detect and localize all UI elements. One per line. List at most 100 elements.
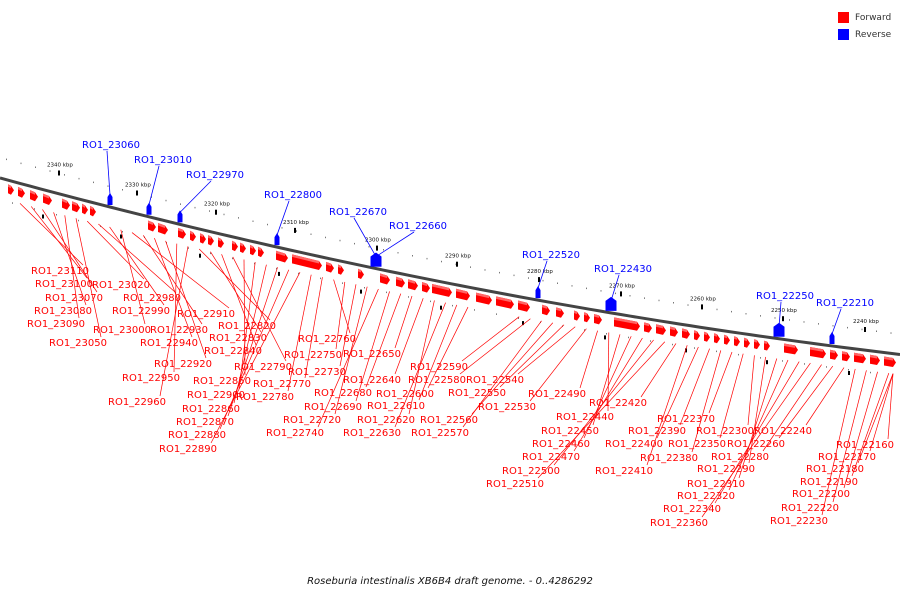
forward-gene-label[interactable]: RO1_22880 xyxy=(168,430,226,441)
forward-gene-label[interactable]: RO1_22630 xyxy=(343,428,401,439)
forward-gene-label[interactable]: RO1_22770 xyxy=(253,379,311,390)
reverse-gene-label[interactable]: RO1_22520 xyxy=(522,250,580,261)
forward-gene-label[interactable]: RO1_22570 xyxy=(411,428,469,439)
forward-gene-label[interactable]: RO1_22220 xyxy=(781,503,839,514)
forward-gene-label[interactable]: RO1_22350 xyxy=(668,439,726,450)
forward-gene-label[interactable]: RO1_23090 xyxy=(27,319,85,330)
forward-gene-label[interactable]: RO1_22900 xyxy=(187,390,245,401)
forward-gene-label[interactable]: RO1_22490 xyxy=(528,389,586,400)
reverse-gene-label[interactable]: RO1_22430 xyxy=(594,264,652,275)
forward-gene-label[interactable]: RO1_22560 xyxy=(420,415,478,426)
forward-gene-label[interactable]: RO1_23070 xyxy=(45,293,103,304)
forward-gene-label[interactable]: RO1_22180 xyxy=(806,464,864,475)
forward-gene-label[interactable]: RO1_23100 xyxy=(35,279,93,290)
forward-gene-label[interactable]: RO1_22410 xyxy=(595,466,653,477)
forward-gene-label[interactable]: RO1_22580 xyxy=(408,375,466,386)
forward-gene-label[interactable]: RO1_22840 xyxy=(204,346,262,357)
forward-gene-label[interactable]: RO1_22230 xyxy=(770,516,828,527)
forward-gene-label[interactable]: RO1_22910 xyxy=(177,309,235,320)
forward-gene-label[interactable]: RO1_22280 xyxy=(711,452,769,463)
forward-gene-label[interactable]: RO1_22730 xyxy=(288,367,346,378)
forward-gene-label[interactable]: RO1_22950 xyxy=(122,373,180,384)
forward-gene-label[interactable]: RO1_22590 xyxy=(410,362,468,373)
forward-gene-label[interactable]: RO1_22510 xyxy=(486,479,544,490)
reverse-gene-arrow[interactable] xyxy=(535,286,541,299)
forward-gene-label[interactable]: RO1_22610 xyxy=(367,401,425,412)
forward-gene-label[interactable]: RO1_22470 xyxy=(522,452,580,463)
forward-gene-label[interactable]: RO1_22380 xyxy=(640,453,698,464)
reverse-gene-label[interactable]: RO1_22800 xyxy=(264,190,322,201)
forward-gene-label[interactable]: RO1_22720 xyxy=(283,415,341,426)
forward-gene-label[interactable]: RO1_22960 xyxy=(108,397,166,408)
reverse-gene-label[interactable]: RO1_22210 xyxy=(816,298,874,309)
forward-gene-label[interactable]: RO1_22860 xyxy=(182,404,240,415)
forward-gene-label[interactable]: RO1_22750 xyxy=(284,350,342,361)
gene-labels[interactable]: RO1_23060 RO1_23010 RO1_22970 RO1_22800 RO1_… xyxy=(27,140,894,529)
forward-gene-label[interactable]: RO1_22200 xyxy=(792,489,850,500)
forward-gene-label[interactable]: RO1_22680 xyxy=(314,388,372,399)
forward-gene-label[interactable]: RO1_22790 xyxy=(234,362,292,373)
inner-tick xyxy=(199,253,201,258)
forward-gene-label[interactable]: RO1_22310 xyxy=(687,479,745,490)
forward-gene-label[interactable]: RO1_22320 xyxy=(677,491,735,502)
forward-gene-label[interactable]: RO1_22830 xyxy=(209,333,267,344)
forward-gene-label[interactable]: RO1_23000 xyxy=(93,325,151,336)
forward-gene-label[interactable]: RO1_22990 xyxy=(112,306,170,317)
reverse-gene-label[interactable]: RO1_22670 xyxy=(329,207,387,218)
forward-gene-label[interactable]: RO1_22360 xyxy=(650,518,708,529)
forward-gene-label[interactable]: RO1_22390 xyxy=(628,426,686,437)
forward-gene-label[interactable]: RO1_22650 xyxy=(343,349,401,360)
forward-gene-label[interactable]: RO1_22640 xyxy=(343,375,401,386)
forward-gene-label[interactable]: RO1_22550 xyxy=(448,388,506,399)
forward-gene-label[interactable]: RO1_22190 xyxy=(800,477,858,488)
gene-arrows[interactable] xyxy=(8,184,896,367)
reverse-gene-label[interactable]: RO1_22250 xyxy=(756,291,814,302)
reverse-gene-arrow[interactable] xyxy=(605,296,617,311)
forward-gene-label[interactable]: RO1_22500 xyxy=(502,466,560,477)
forward-gene-label[interactable]: RO1_22540 xyxy=(466,375,524,386)
forward-gene-label[interactable]: RO1_22620 xyxy=(357,415,415,426)
forward-gene-label[interactable]: RO1_23110 xyxy=(31,266,89,277)
reverse-gene-arrow[interactable] xyxy=(829,332,835,344)
forward-gene-label[interactable]: RO1_22420 xyxy=(589,398,647,409)
forward-gene-label[interactable]: RO1_23050 xyxy=(49,338,107,349)
reverse-gene-arrow[interactable] xyxy=(773,322,785,337)
reverse-gene-label[interactable]: RO1_23060 xyxy=(82,140,140,151)
forward-gene-label[interactable]: RO1_22170 xyxy=(818,452,876,463)
forward-gene-label[interactable]: RO1_22450 xyxy=(541,426,599,437)
forward-gene-label[interactable]: RO1_22780 xyxy=(236,392,294,403)
forward-gene-label[interactable]: RO1_22240 xyxy=(754,426,812,437)
forward-gene-label[interactable]: RO1_22760 xyxy=(298,334,356,345)
forward-gene-label[interactable]: RO1_22340 xyxy=(663,504,721,515)
forward-gene-label[interactable]: RO1_22850 xyxy=(193,376,251,387)
forward-gene-label[interactable]: RO1_22300 xyxy=(696,426,754,437)
forward-gene-label[interactable]: RO1_22370 xyxy=(657,414,715,425)
forward-gene-label[interactable]: RO1_22980 xyxy=(123,293,181,304)
forward-gene-label[interactable]: RO1_22930 xyxy=(150,325,208,336)
forward-gene-label[interactable]: RO1_22940 xyxy=(140,338,198,349)
reverse-gene-arrow[interactable] xyxy=(370,252,382,267)
forward-gene-label[interactable]: RO1_22740 xyxy=(266,428,324,439)
reverse-gene-label[interactable]: RO1_22660 xyxy=(389,221,447,232)
forward-gene-label[interactable]: RO1_22600 xyxy=(376,389,434,400)
forward-gene-label[interactable]: RO1_22440 xyxy=(556,412,614,423)
forward-gene-label[interactable]: RO1_22870 xyxy=(176,417,234,428)
forward-gene-label[interactable]: RO1_22400 xyxy=(605,439,663,450)
reverse-gene-label[interactable]: RO1_22970 xyxy=(186,170,244,181)
reverse-gene-label[interactable]: RO1_23010 xyxy=(134,155,192,166)
forward-gene-label[interactable]: RO1_22160 xyxy=(836,440,894,451)
forward-gene-label[interactable]: RO1_22920 xyxy=(154,359,212,370)
reverse-gene-arrow[interactable] xyxy=(274,233,280,246)
forward-gene-label[interactable]: RO1_22260 xyxy=(727,439,785,450)
reverse-gene-arrow[interactable] xyxy=(146,202,152,215)
forward-gene-label[interactable]: RO1_22890 xyxy=(159,444,217,455)
forward-gene-label[interactable]: RO1_22460 xyxy=(532,439,590,450)
forward-gene-label[interactable]: RO1_23080 xyxy=(34,306,92,317)
forward-gene-label[interactable]: RO1_22690 xyxy=(304,402,362,413)
forward-gene-label[interactable]: RO1_22820 xyxy=(218,321,276,332)
forward-gene-label[interactable]: RO1_22530 xyxy=(478,402,536,413)
reverse-gene-arrow[interactable] xyxy=(107,193,113,205)
reverse-gene-arrow[interactable] xyxy=(177,210,183,223)
forward-gene-label[interactable]: RO1_23020 xyxy=(92,280,150,291)
forward-gene-label[interactable]: RO1_22290 xyxy=(697,464,755,475)
